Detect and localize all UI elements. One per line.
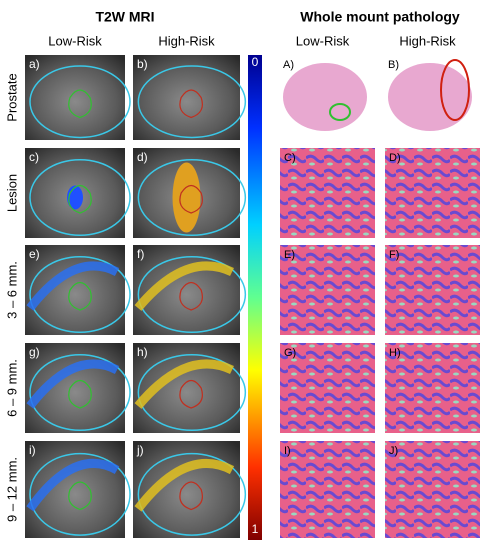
lesion-contour <box>68 89 92 119</box>
mri-title: T2W MRI <box>95 9 154 25</box>
panel-label: j) <box>136 443 144 457</box>
panel-label: C) <box>284 152 296 164</box>
row-label: Prostate <box>4 73 19 121</box>
panel-label: i) <box>29 443 36 457</box>
prostate-contour <box>29 65 131 139</box>
panel-label: E) <box>284 249 295 261</box>
tumor-outline <box>440 59 470 121</box>
histology-tile <box>280 441 375 538</box>
panel-label: H) <box>389 347 401 359</box>
lesion-contour <box>68 379 92 409</box>
prostate-contour <box>137 255 247 334</box>
prostate-contour <box>137 158 247 237</box>
lesion-contour <box>179 281 203 311</box>
panel-label: c) <box>29 150 39 164</box>
panel-label: J) <box>389 445 398 457</box>
panel-label: e) <box>29 247 40 261</box>
lesion-contour <box>68 481 92 511</box>
panel-label: I) <box>284 445 291 457</box>
heatmap-band <box>26 261 120 311</box>
whole-mount <box>388 63 472 131</box>
colorbar-bottom: 1 <box>252 522 259 536</box>
lesion-contour <box>179 481 203 511</box>
heatmap-band <box>26 458 120 512</box>
panel-label: B) <box>388 59 399 71</box>
panel-label: F) <box>389 249 399 261</box>
prostate-contour <box>137 353 247 432</box>
prostate-contour <box>29 452 131 536</box>
panel-label: a) <box>29 57 40 71</box>
prostate-contour <box>137 65 247 139</box>
row-label: 6 – 9 mm. <box>4 359 19 417</box>
panel-label: g) <box>29 345 40 359</box>
column-label: Low-Risk <box>48 33 102 48</box>
histology-tile <box>385 148 480 238</box>
colorbar-top: 0 <box>252 55 259 69</box>
histology-tile <box>280 148 375 238</box>
prostate-contour <box>29 158 131 237</box>
lesion-map <box>172 162 201 233</box>
whole-mount <box>283 63 367 131</box>
lesion-contour <box>68 281 92 311</box>
lesion-contour <box>179 379 203 409</box>
histology-tile <box>385 245 480 335</box>
histology-tile <box>385 343 480 433</box>
mri-image <box>25 55 125 140</box>
column-label: Low-Risk <box>296 33 350 48</box>
row-label: 3 – 6 mm. <box>4 261 19 319</box>
panel-label: d) <box>137 150 148 164</box>
heatmap-band <box>26 359 120 409</box>
prostate-contour <box>29 255 131 334</box>
lesion-contour <box>68 184 92 214</box>
panel-label: f) <box>137 247 144 261</box>
panel-label: h) <box>137 345 148 359</box>
lesion-contour <box>179 184 203 214</box>
column-label: High-Risk <box>158 33 215 48</box>
tumor-outline <box>329 103 351 121</box>
panel-label: b) <box>137 57 148 71</box>
panel-label: A) <box>283 59 294 71</box>
colorbar <box>248 55 262 540</box>
panel-label: D) <box>389 152 401 164</box>
heatmap-band <box>134 359 234 409</box>
histology-tile <box>280 343 375 433</box>
mri-image <box>133 55 240 140</box>
row-label: 9 – 12 mm. <box>4 457 19 522</box>
pathology-title: Whole mount pathology <box>300 9 460 25</box>
panel-label: G) <box>284 347 296 359</box>
heatmap-band <box>134 458 235 512</box>
histology-tile <box>280 245 375 335</box>
histology-tile <box>385 441 480 538</box>
heatmap-band <box>134 261 234 311</box>
prostate-contour <box>137 452 247 536</box>
row-label: Lesion <box>4 174 19 212</box>
column-label: High-Risk <box>399 33 456 48</box>
lesion-contour <box>179 89 203 119</box>
prostate-contour <box>29 353 131 432</box>
